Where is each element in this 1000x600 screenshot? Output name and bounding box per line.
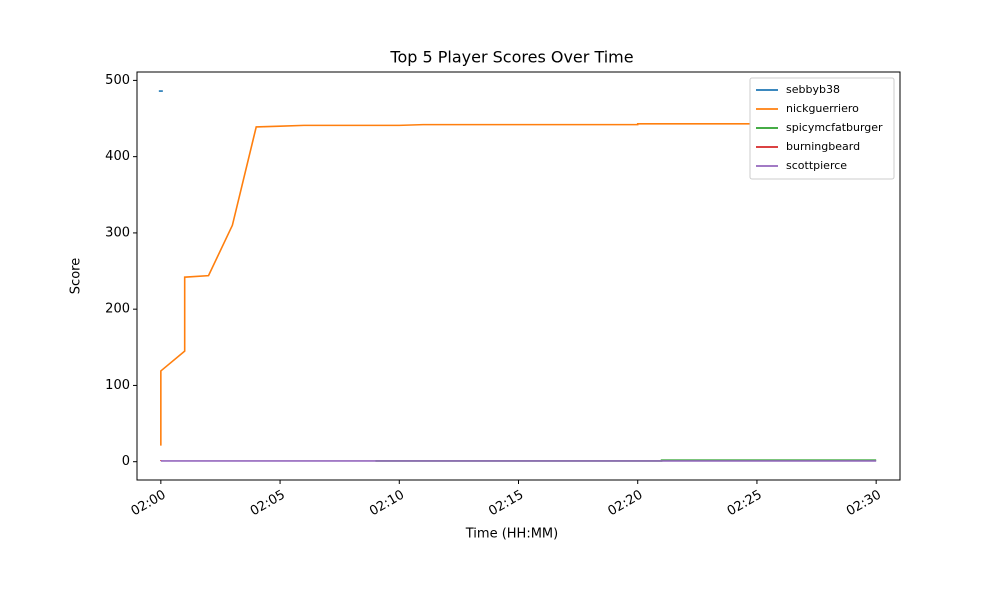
legend-box <box>749 77 895 180</box>
series-line <box>160 123 877 446</box>
x-tick-label: 02:30 <box>844 488 884 520</box>
chart-title: Top 5 Player Scores Over Time <box>389 48 633 67</box>
x-tick-label: 02:20 <box>606 488 646 520</box>
y-tick-label: 0 <box>122 454 130 469</box>
x-tick-label: 02:25 <box>725 488 765 520</box>
legend-label: scottpierce <box>786 159 847 172</box>
legend: sebbyb38 nickguerriero spicymcfatburger bur… <box>749 77 895 180</box>
y-axis-label: Score <box>69 258 84 294</box>
x-tick-label: 02:15 <box>486 488 526 520</box>
x-tick-label: 02:05 <box>248 488 288 520</box>
x-axis-label: Time (HH:MM) <box>465 527 558 542</box>
legend-label: spicymcfatburger <box>786 121 883 134</box>
y-tick-label: 300 <box>105 225 130 240</box>
x-tick-label: 02:10 <box>367 488 407 520</box>
y-tick-label: 100 <box>105 378 130 393</box>
y-tick-label: 500 <box>105 73 130 88</box>
legend-label: nickguerriero <box>786 102 859 115</box>
x-tick-label: 02:00 <box>129 488 169 520</box>
y-tick-label: 200 <box>105 302 130 317</box>
y-tick-label: 400 <box>105 149 130 164</box>
legend-label: sebbyb38 <box>786 83 840 96</box>
legend-label: burningbeard <box>786 140 860 153</box>
